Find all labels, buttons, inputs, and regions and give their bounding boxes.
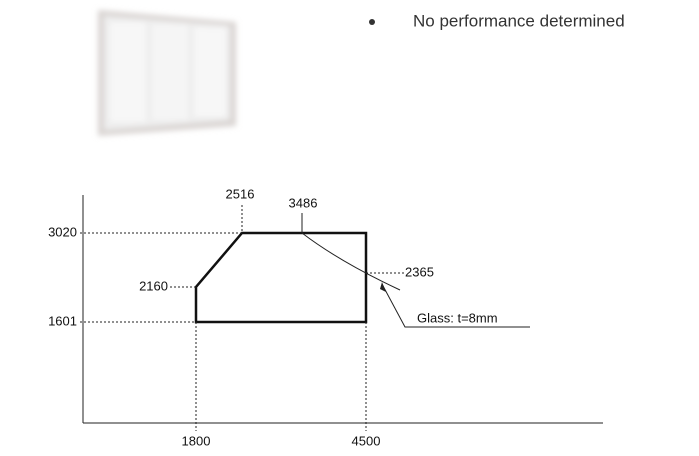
- height-glass: 2365: [405, 264, 434, 279]
- size-range: [194, 231, 368, 324]
- note-text: No performance determined: [413, 11, 625, 30]
- width-glass: 3486: [289, 195, 318, 210]
- width-min: 1800: [182, 433, 211, 448]
- height-corner: 2160: [139, 278, 168, 293]
- height-min: 1601: [48, 313, 77, 328]
- width-max: 4500: [352, 433, 381, 448]
- axes: [82, 195, 603, 424]
- height-max: 3020: [48, 224, 77, 239]
- bullet: [369, 19, 375, 25]
- width-corner: 2516: [226, 186, 255, 201]
- window-image: [98, 10, 236, 136]
- glass-label: Glass: t=8mm: [417, 310, 498, 325]
- guides: [80, 205, 530, 431]
